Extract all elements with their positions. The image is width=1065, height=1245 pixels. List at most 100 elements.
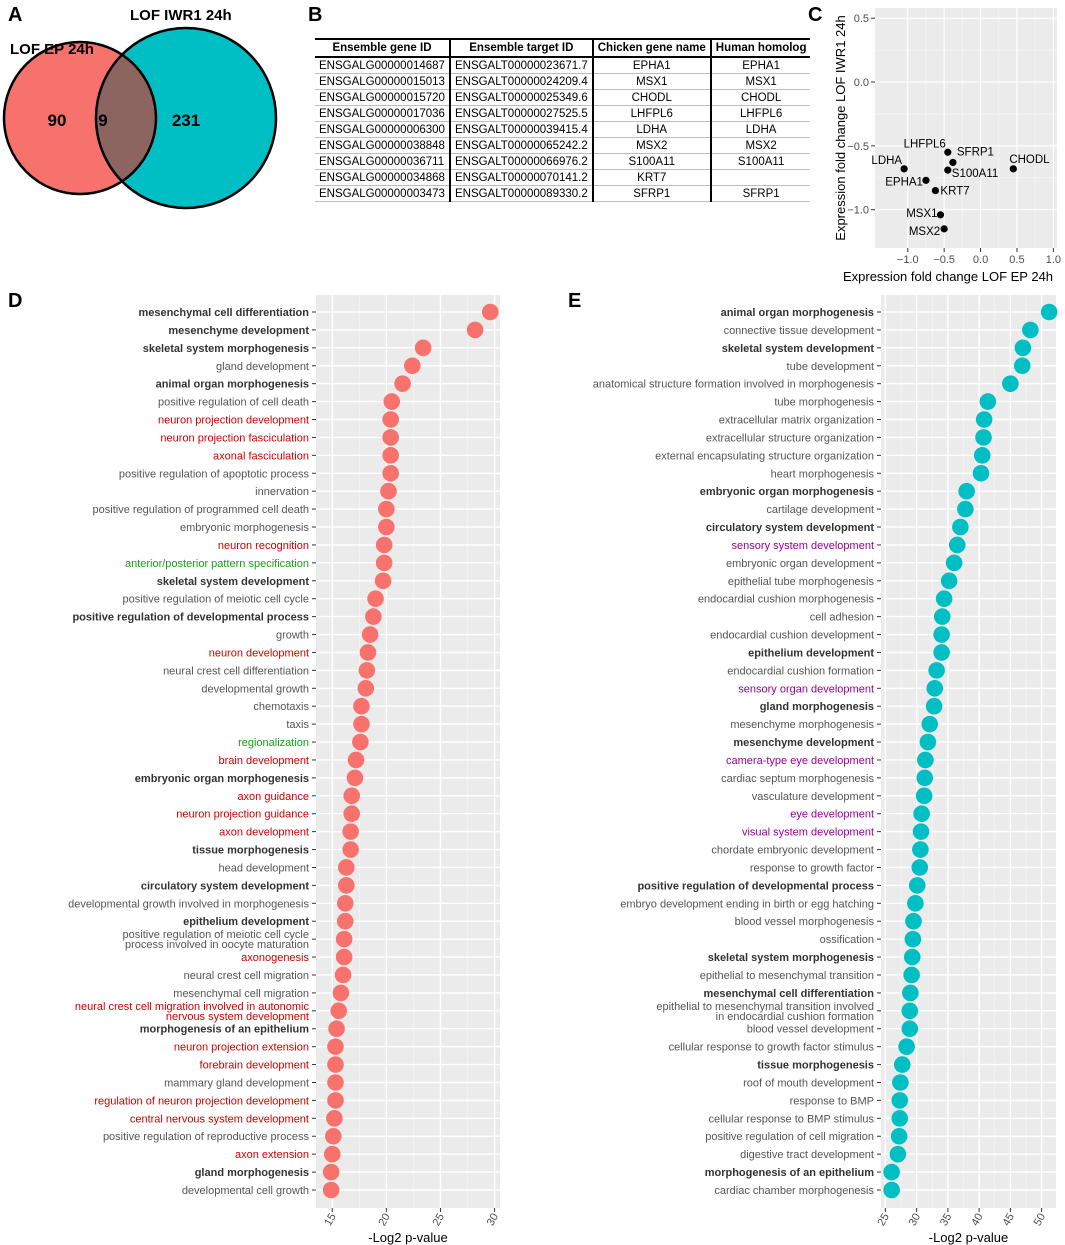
data-point [375, 536, 393, 554]
data-point [367, 590, 384, 607]
y-tick-label: 0.5 [854, 13, 869, 25]
plot-background [875, 8, 1057, 248]
panel-label-a: A [8, 4, 23, 26]
term-label: positive regulation of meiotic cell cycl… [123, 594, 309, 606]
table-cell: ENSGALG00000006300 [315, 121, 450, 138]
x-axis-label: -Log2 p-value [929, 1230, 1009, 1245]
data-point [382, 411, 399, 428]
data-point [944, 166, 952, 174]
table-cell: LDHA [709, 121, 811, 138]
data-point [342, 841, 359, 858]
x-tick-label: 0.5 [1009, 254, 1024, 266]
x-tick-label: 45 [1000, 1212, 1017, 1229]
term-label: tube development [787, 361, 874, 373]
x-tick-label: 20 [376, 1212, 393, 1229]
data-point [327, 1092, 344, 1109]
term-label-line: epithelial to mesenchymal transition inv… [656, 1001, 874, 1013]
data-point [940, 225, 948, 233]
y-tick-label: −0.5 [847, 141, 869, 153]
term-label: positive regulation of meiotic cell cycl… [123, 929, 309, 951]
data-point [382, 429, 399, 446]
term-label: mammary gland development [164, 1077, 309, 1089]
data-point [322, 1163, 340, 1181]
data-point [1002, 375, 1019, 392]
x-tick-label: 30 [485, 1212, 502, 1229]
data-point [380, 482, 397, 500]
term-label: mesenchyme development [168, 325, 309, 337]
table-cell: CHODL [591, 89, 711, 106]
term-label: brain development [218, 755, 309, 767]
data-point [903, 948, 921, 966]
table-row: ENSGALG00000038848 ENSGALT00000065242.2 MS… [315, 137, 811, 154]
term-label: sensory organ development [738, 683, 874, 695]
term-label: neural crest cell migration [184, 970, 309, 982]
term-label: innervation [255, 486, 309, 498]
table-cell: EPHA1 [709, 57, 811, 74]
data-point [893, 1056, 911, 1073]
term-label: mesenchymal cell differentiation [138, 307, 309, 319]
point-label: EPHA1 [885, 176, 923, 188]
x-tick-label: 35 [938, 1212, 955, 1229]
table-cell: ENSGALG00000038848 [315, 137, 450, 154]
data-point [975, 429, 992, 446]
term-label: epithelium development [748, 647, 874, 659]
data-point [883, 1163, 900, 1181]
table-cell: ENSGALG00000015013 [315, 73, 450, 90]
data-point [900, 165, 908, 173]
term-label-line: in endocardial cushion formation [716, 1011, 874, 1023]
table-cell: KRT7 [591, 169, 711, 186]
term-label: chordate embryonic development [711, 845, 874, 857]
term-label: developmental cell growth [182, 1185, 309, 1197]
term-label: ossification [820, 934, 874, 946]
term-label: regulation of neuron projection developm… [94, 1095, 309, 1107]
venn-count-ep-only: 90 [48, 111, 67, 130]
x-tick-label: 0.0 [973, 254, 988, 266]
column-header: Ensemble gene ID [315, 38, 450, 58]
term-label: connective tissue development [724, 325, 874, 337]
term-label: vasculature development [752, 791, 874, 803]
x-tick-label: 1.0 [1046, 254, 1061, 266]
data-point [466, 321, 484, 339]
data-point [922, 176, 930, 184]
data-point [925, 697, 943, 715]
term-label: embryo development ending in birth or eg… [620, 898, 874, 910]
term-label: epithelial tube morphogenesis [728, 576, 875, 588]
term-label: axonal fasciculation [213, 450, 309, 462]
table-cell: ENSGALT00000027525.5 [448, 105, 593, 122]
term-label: neuron projection guidance [176, 809, 309, 821]
term-label: cell adhesion [810, 612, 874, 624]
term-label: neuron development [209, 647, 309, 659]
table-cell: ENSGALT00000065242.2 [448, 137, 593, 154]
term-label: tube morphogenesis [774, 397, 874, 409]
term-label: epithelial to mesenchymal transition inv… [656, 1001, 874, 1023]
term-label: external encapsulating structure organiz… [655, 450, 874, 462]
table-cell: CHODL [709, 89, 811, 106]
table-header-row: Ensemble gene ID Ensemble target ID Chic… [315, 38, 811, 58]
data-point [892, 1074, 909, 1091]
x-tick-label: 15 [322, 1212, 339, 1229]
venn-count-iwr1-only: 231 [172, 111, 200, 130]
data-point [1014, 339, 1032, 357]
panel-label-c: C [808, 4, 823, 26]
term-label: skeletal system morphogenesis [143, 343, 309, 355]
data-point [975, 411, 993, 428]
data-point [936, 211, 945, 219]
table-cell: ENSGALT00000023671.7 [448, 57, 593, 74]
data-point [901, 1020, 919, 1038]
data-point [912, 841, 929, 858]
data-point [323, 1145, 341, 1163]
term-label: anterior/posterior pattern specification [125, 558, 309, 570]
term-label: axon development [219, 827, 309, 839]
data-point [332, 984, 350, 1002]
data-point [352, 733, 369, 751]
data-point [361, 626, 379, 643]
term-label: cartilage development [766, 504, 874, 516]
term-label: cellular response to BMP stimulus [709, 1113, 875, 1125]
data-point [911, 859, 929, 876]
term-label: circulatory system development [141, 880, 309, 892]
point-label: MSX1 [906, 208, 937, 220]
data-point [945, 554, 963, 572]
data-point [327, 1038, 344, 1055]
data-point [342, 823, 359, 840]
data-point [343, 805, 361, 823]
